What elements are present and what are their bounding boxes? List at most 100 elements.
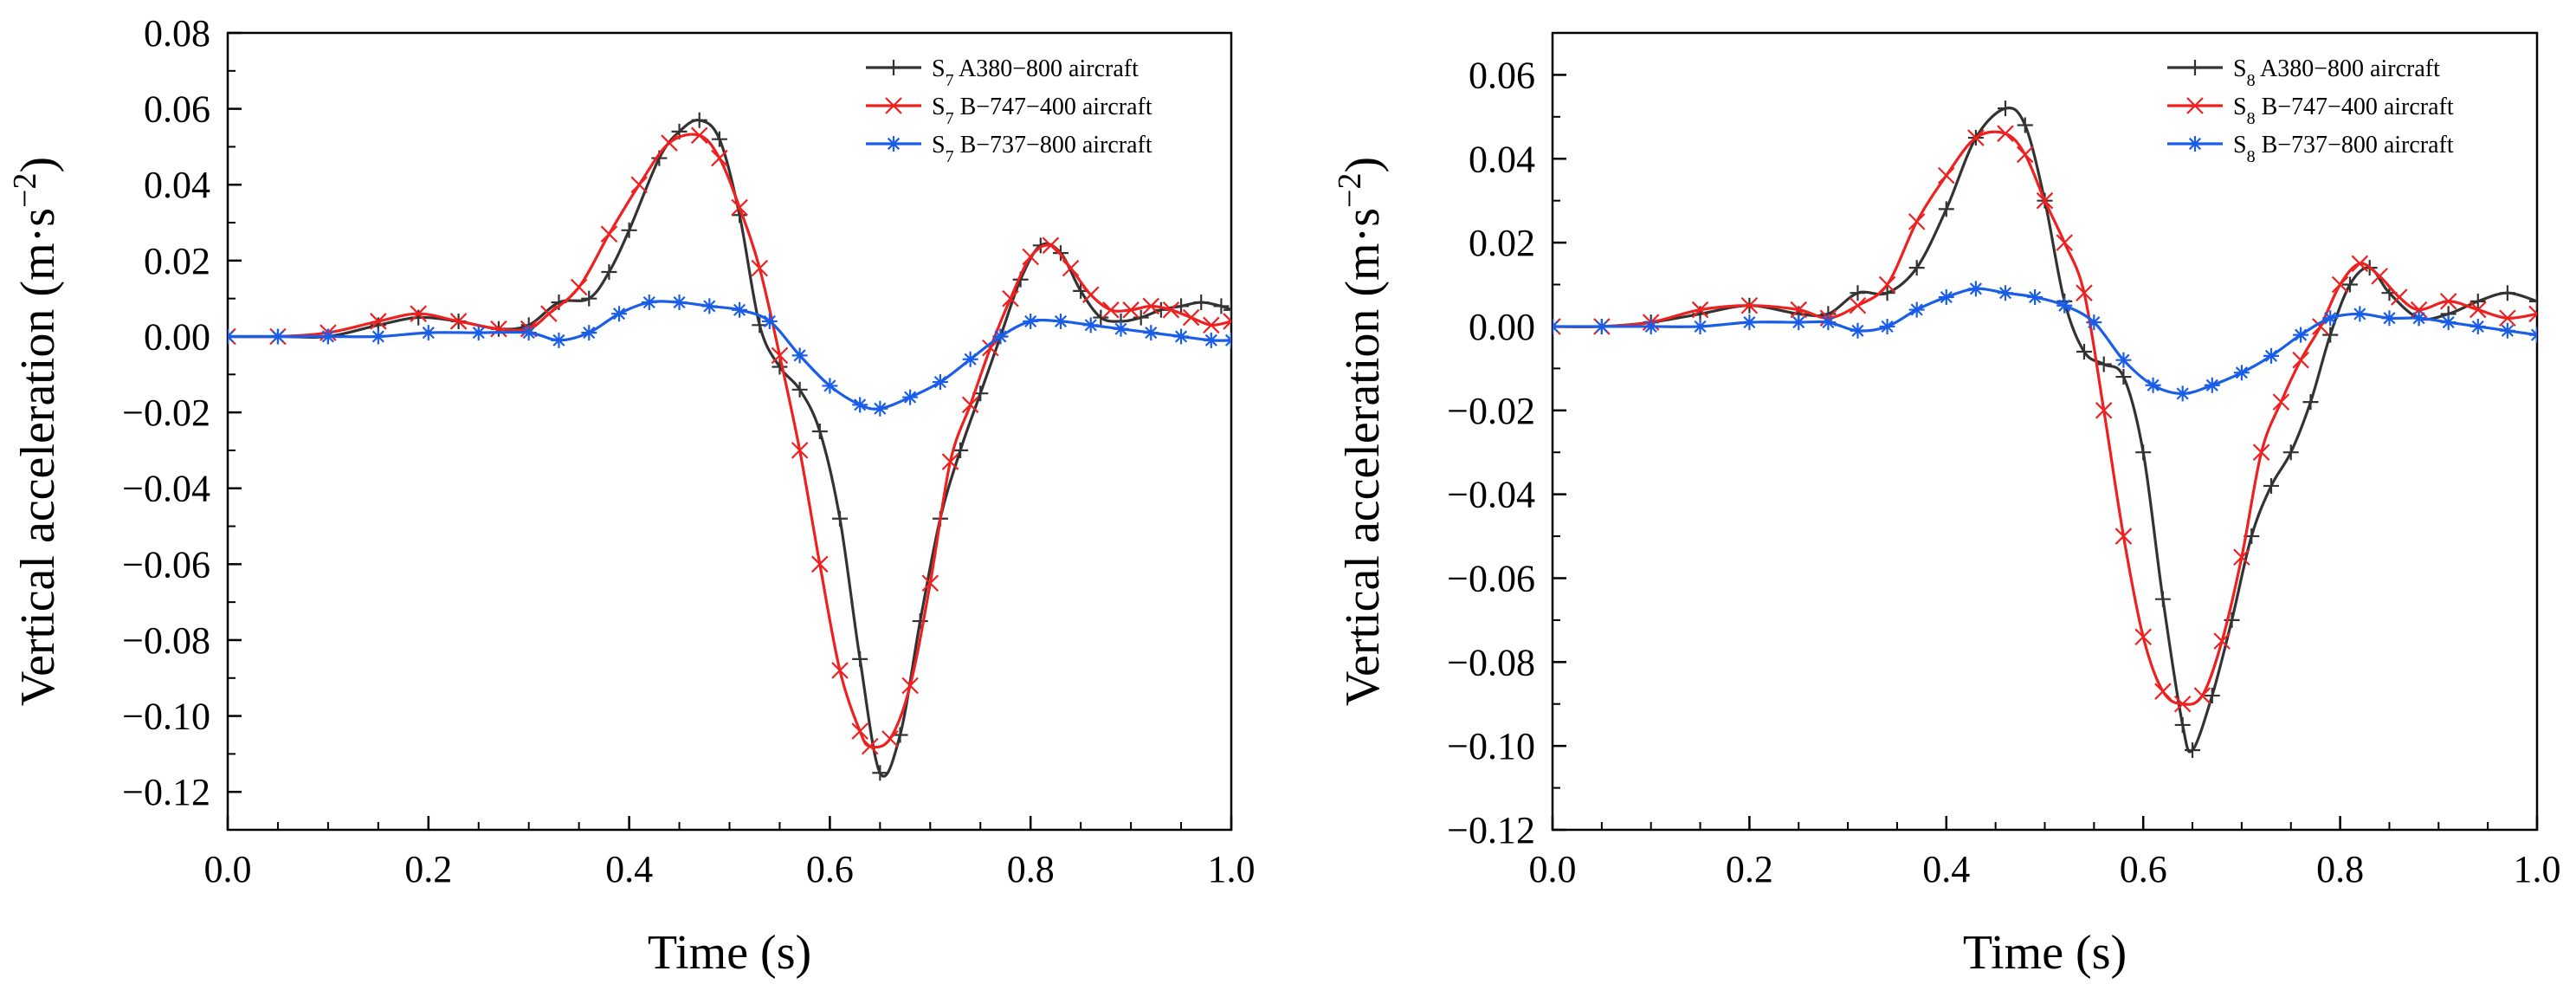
y-tick-label: −0.08 xyxy=(122,619,210,662)
data-point xyxy=(852,651,868,667)
data-point xyxy=(2185,742,2201,758)
legend-item-3: S7 B−737−800 aircraft xyxy=(866,132,1152,166)
data-point xyxy=(1878,275,1896,294)
legend-label-rest: B−747−400 aircraft xyxy=(2256,94,2454,120)
x-axis-title: Time (s) xyxy=(1963,926,2127,980)
data-point xyxy=(1113,320,1129,337)
legend-label-prefix: S xyxy=(2233,55,2247,82)
y-tick-label: −0.12 xyxy=(122,771,210,813)
data-point xyxy=(1692,318,1708,334)
data-point xyxy=(1849,296,1867,314)
y-tick-label: 0.04 xyxy=(1469,138,1535,180)
data-point xyxy=(2331,275,2349,294)
data-point xyxy=(1850,322,1866,339)
data-point xyxy=(320,328,336,345)
data-point xyxy=(1691,301,1709,319)
y-tick-label: 0.06 xyxy=(144,88,210,131)
data-point xyxy=(601,264,617,280)
data-point xyxy=(2233,365,2250,381)
data-point xyxy=(1081,286,1100,304)
chart-panel-1: 0.0 0.2 0.4 0.6 0.8 1.0−0.12−0.10−0.08−0.06−0… xyxy=(7,12,1256,980)
data-point xyxy=(600,225,618,243)
data-point xyxy=(1203,316,1220,334)
data-point xyxy=(2469,301,2487,319)
data-point xyxy=(1223,301,1231,318)
x-tick-label: 0.0 xyxy=(1529,848,1577,890)
series-3 xyxy=(1553,281,2537,402)
data-point xyxy=(2173,695,2192,713)
data-point xyxy=(370,328,386,345)
legend-label-subscript: 8 xyxy=(2247,71,2256,90)
data-point xyxy=(551,332,567,348)
y-tick-label: −0.10 xyxy=(1447,725,1535,767)
legend-marker xyxy=(886,60,901,75)
legend-label-prefix: S xyxy=(2233,132,2247,159)
data-point xyxy=(831,662,849,679)
data-point xyxy=(581,290,597,307)
data-point xyxy=(1879,318,1895,334)
series-line xyxy=(1553,130,2537,706)
data-point xyxy=(641,295,657,311)
data-point xyxy=(1820,314,1837,331)
x-axis: 0.0 0.2 0.4 0.6 0.8 1.0 xyxy=(1529,816,2561,890)
x-tick-label: 0.0 xyxy=(204,848,252,890)
data-point xyxy=(1850,285,1866,301)
y-tick-label: −0.02 xyxy=(1447,390,1535,432)
data-point xyxy=(852,397,868,413)
y-tick-label: −0.08 xyxy=(1447,641,1535,683)
data-point xyxy=(2440,314,2457,331)
legend-label-prefix: S xyxy=(932,55,946,82)
data-point xyxy=(711,131,727,147)
data-point xyxy=(269,328,286,345)
y-tick-label: 0.00 xyxy=(144,315,210,358)
data-point xyxy=(1022,248,1039,266)
data-point xyxy=(2056,234,2074,251)
series-line xyxy=(228,133,1231,749)
x-tick-label: 0.4 xyxy=(605,848,653,890)
y-tick-label: 0.04 xyxy=(144,164,210,206)
data-point xyxy=(1593,318,1610,334)
data-point xyxy=(2322,327,2339,343)
data-point xyxy=(1102,301,1120,319)
data-point xyxy=(1998,285,2014,301)
data-point xyxy=(751,259,769,277)
data-point xyxy=(941,453,959,470)
data-point xyxy=(470,325,487,341)
data-point xyxy=(2391,288,2408,306)
data-point xyxy=(2115,352,2132,368)
data-point xyxy=(1741,314,1758,331)
data-point xyxy=(2411,310,2427,327)
data-point xyxy=(1062,259,1080,277)
legend-label-subscript: 7 xyxy=(946,109,954,128)
legend-label-rest: B−737−800 aircraft xyxy=(954,132,1152,159)
legend-item-2: S8 B−747−400 aircraft xyxy=(2167,94,2454,128)
x-tick-label: 0.2 xyxy=(404,848,452,890)
data-point xyxy=(1643,318,1659,334)
legend-label-rest: B−737−800 aircraft xyxy=(2256,132,2454,159)
data-point xyxy=(1967,281,1984,297)
data-point xyxy=(671,295,688,311)
data-point xyxy=(1213,298,1230,314)
legend-marker xyxy=(886,136,901,152)
y-axis: −0.12 −0.10 −0.08 −0.06 −0.04 −0.02 0.00 0.02 0.… xyxy=(122,12,242,813)
data-point xyxy=(2528,305,2537,323)
legend-label: S8 B−747−400 aircraft xyxy=(2233,94,2454,128)
x-tick-label: 0.6 xyxy=(806,848,854,890)
data-point xyxy=(420,325,436,341)
data-point xyxy=(1142,297,1160,315)
data-point xyxy=(822,378,838,394)
data-point xyxy=(2252,443,2270,461)
data-point xyxy=(2371,268,2388,285)
data-point xyxy=(1082,317,1099,333)
data-point xyxy=(771,346,789,365)
data-point xyxy=(831,510,848,527)
data-point xyxy=(861,737,879,755)
data-point xyxy=(2095,402,2113,419)
series-3 xyxy=(228,295,1231,417)
data-point xyxy=(961,396,979,414)
data-point xyxy=(621,222,637,238)
y-tick-label: −0.10 xyxy=(122,696,210,738)
data-point xyxy=(2145,377,2161,393)
data-point xyxy=(1740,296,1759,314)
